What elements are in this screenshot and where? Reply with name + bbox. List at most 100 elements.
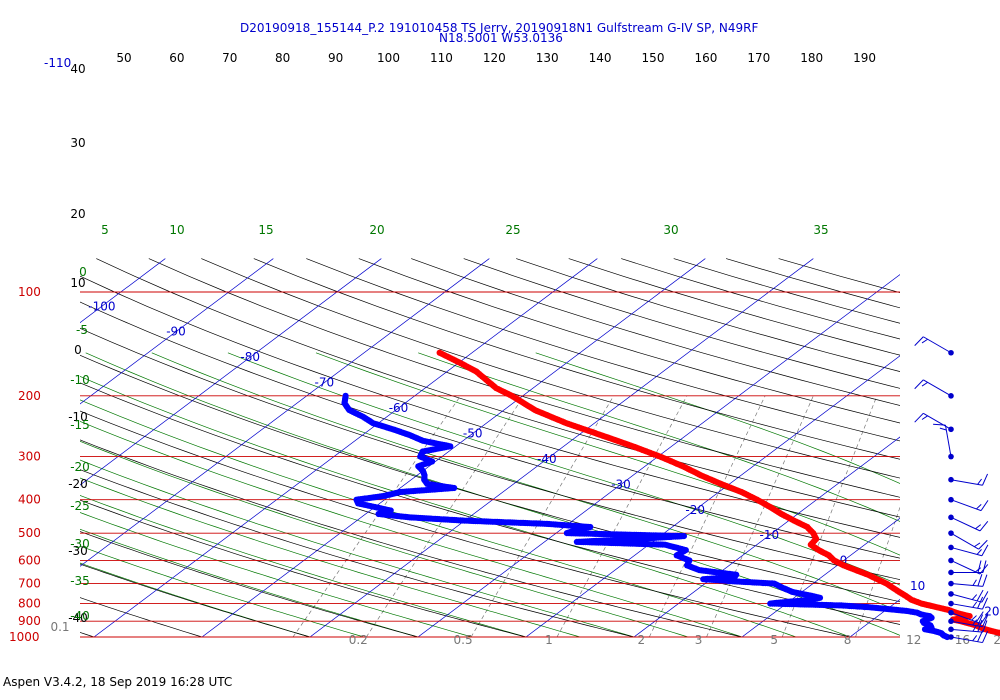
wind-barb	[948, 557, 989, 575]
mixing-ratio-label: 2	[637, 633, 645, 647]
moist-left-label: -40	[70, 609, 90, 623]
wind-barb	[948, 630, 989, 644]
isotherm-label: -100	[88, 299, 115, 313]
wind-barb-flag	[974, 542, 981, 548]
moist-left-label-black: 10	[70, 276, 85, 290]
wind-barb-flag	[972, 601, 978, 608]
moist-left-label: -30	[70, 537, 90, 551]
theta-label: 70	[222, 51, 237, 65]
wind-barb	[948, 530, 988, 550]
mixing-ratio-line	[649, 395, 766, 638]
isotherm-label: -50	[463, 426, 483, 440]
wind-barb-flag	[975, 567, 982, 573]
moist-left-label-black: 0	[74, 343, 82, 357]
wind-barb-staff	[950, 532, 979, 550]
dry-adiabat-line	[80, 410, 851, 638]
top-pressure-label: -110	[44, 56, 71, 70]
theta-label: 120	[483, 51, 506, 65]
wind-barb-staff	[950, 612, 982, 625]
isotherm-label: -70	[315, 376, 335, 390]
dry-adiabat-line	[80, 301, 900, 559]
theta-label: 110	[430, 51, 453, 65]
isotherm-line	[93, 258, 598, 638]
moist-adiabat-line	[80, 477, 581, 638]
moist-top-label: 15	[258, 223, 273, 237]
isotherm-label: 10	[910, 579, 925, 593]
moist-adiabat-line	[80, 375, 851, 638]
wind-barb-flag	[975, 524, 982, 530]
wind-barb-staff	[923, 379, 952, 397]
wind-barb-staff	[950, 628, 983, 633]
wind-barb-flag	[982, 574, 988, 587]
wind-barb-flag	[921, 338, 928, 344]
theta-label: 160	[694, 51, 717, 65]
wind-barb-flag	[981, 591, 989, 603]
wind-barb-flag	[975, 611, 984, 623]
wind-barb	[948, 473, 989, 486]
dry-adiabat-line	[80, 499, 527, 638]
isotherm-label: 0	[840, 554, 848, 568]
wind-barb-staff	[950, 479, 983, 486]
pressure-label: 1000	[9, 630, 40, 644]
mixing-ratio-label: 16	[955, 633, 970, 647]
dry-adiabat-line	[80, 439, 743, 638]
mixing-ratio-label: 0.2	[349, 633, 368, 647]
pressure-label: 400	[18, 493, 41, 507]
moist-adiabat-line	[80, 495, 527, 638]
dry-adiabat-line	[96, 258, 900, 518]
wind-barb-flag	[921, 381, 928, 387]
isotherm-label: -20	[685, 503, 705, 517]
isotherm-label: -80	[240, 350, 260, 364]
pressure-label: 100	[18, 285, 41, 299]
wind-barb-flag	[980, 613, 989, 624]
moist-adiabat-line	[80, 545, 365, 638]
moist-adiabats	[80, 352, 900, 638]
isotherms	[80, 258, 1000, 638]
wind-barb-staff	[950, 636, 983, 644]
isotherm-line	[958, 259, 1000, 637]
wind-barb-flag	[976, 549, 982, 555]
wind-barb-flag	[977, 596, 984, 609]
wind-barb-flag	[980, 500, 989, 511]
dry-adiabat-line	[358, 258, 900, 424]
moist-adiabat-line	[80, 512, 473, 638]
wind-barb	[914, 336, 954, 356]
wind-barb	[914, 412, 954, 433]
mixing-ratio-line	[365, 395, 525, 638]
dry-adiabat-line	[80, 563, 311, 638]
moist-adiabat-line	[535, 352, 900, 484]
dry-adiabats	[80, 258, 900, 638]
mixing-ratio-line	[781, 395, 878, 638]
isotherm-line	[201, 258, 706, 638]
mixing-ratio-line	[470, 395, 614, 638]
pressure-label: 900	[18, 614, 41, 628]
isotherm-label: -40	[537, 452, 557, 466]
wind-barb-staff	[950, 603, 983, 610]
pressure-label: 700	[18, 577, 41, 591]
isotherm-line	[80, 258, 382, 486]
wind-barb-flag	[977, 614, 984, 627]
moist-left-label: -5	[76, 323, 88, 337]
theta-label: 100	[377, 51, 400, 65]
isotherm-line	[417, 274, 900, 638]
dewpoint-point	[342, 392, 349, 399]
wind-barb-flag	[972, 635, 978, 642]
dry-adiabat-line	[80, 469, 635, 638]
moist-left-label-black: -20	[68, 477, 88, 491]
wind-barb	[948, 544, 989, 557]
isotherm-line	[741, 517, 900, 638]
wind-barb-staff	[950, 560, 981, 575]
dry-adiabat-line	[80, 597, 203, 638]
mixing-ratio-label: 20	[993, 633, 1000, 647]
wind-barb	[933, 423, 954, 460]
moist-adiabat-line	[80, 528, 419, 638]
pressure-label: 200	[18, 389, 41, 403]
wind-barb-flag	[914, 336, 924, 346]
moist-adiabat-line	[315, 352, 900, 556]
theta-label: 60	[169, 51, 184, 65]
theta-label: 90	[328, 51, 343, 65]
chart-subtitle: N18.5001 W53.0136	[439, 31, 563, 45]
moist-left-label-black: 40	[70, 62, 85, 76]
wind-barb	[948, 574, 988, 587]
footer-version: Aspen V3.4.2, 18 Sep 2019 16:28 UTC	[3, 675, 233, 689]
